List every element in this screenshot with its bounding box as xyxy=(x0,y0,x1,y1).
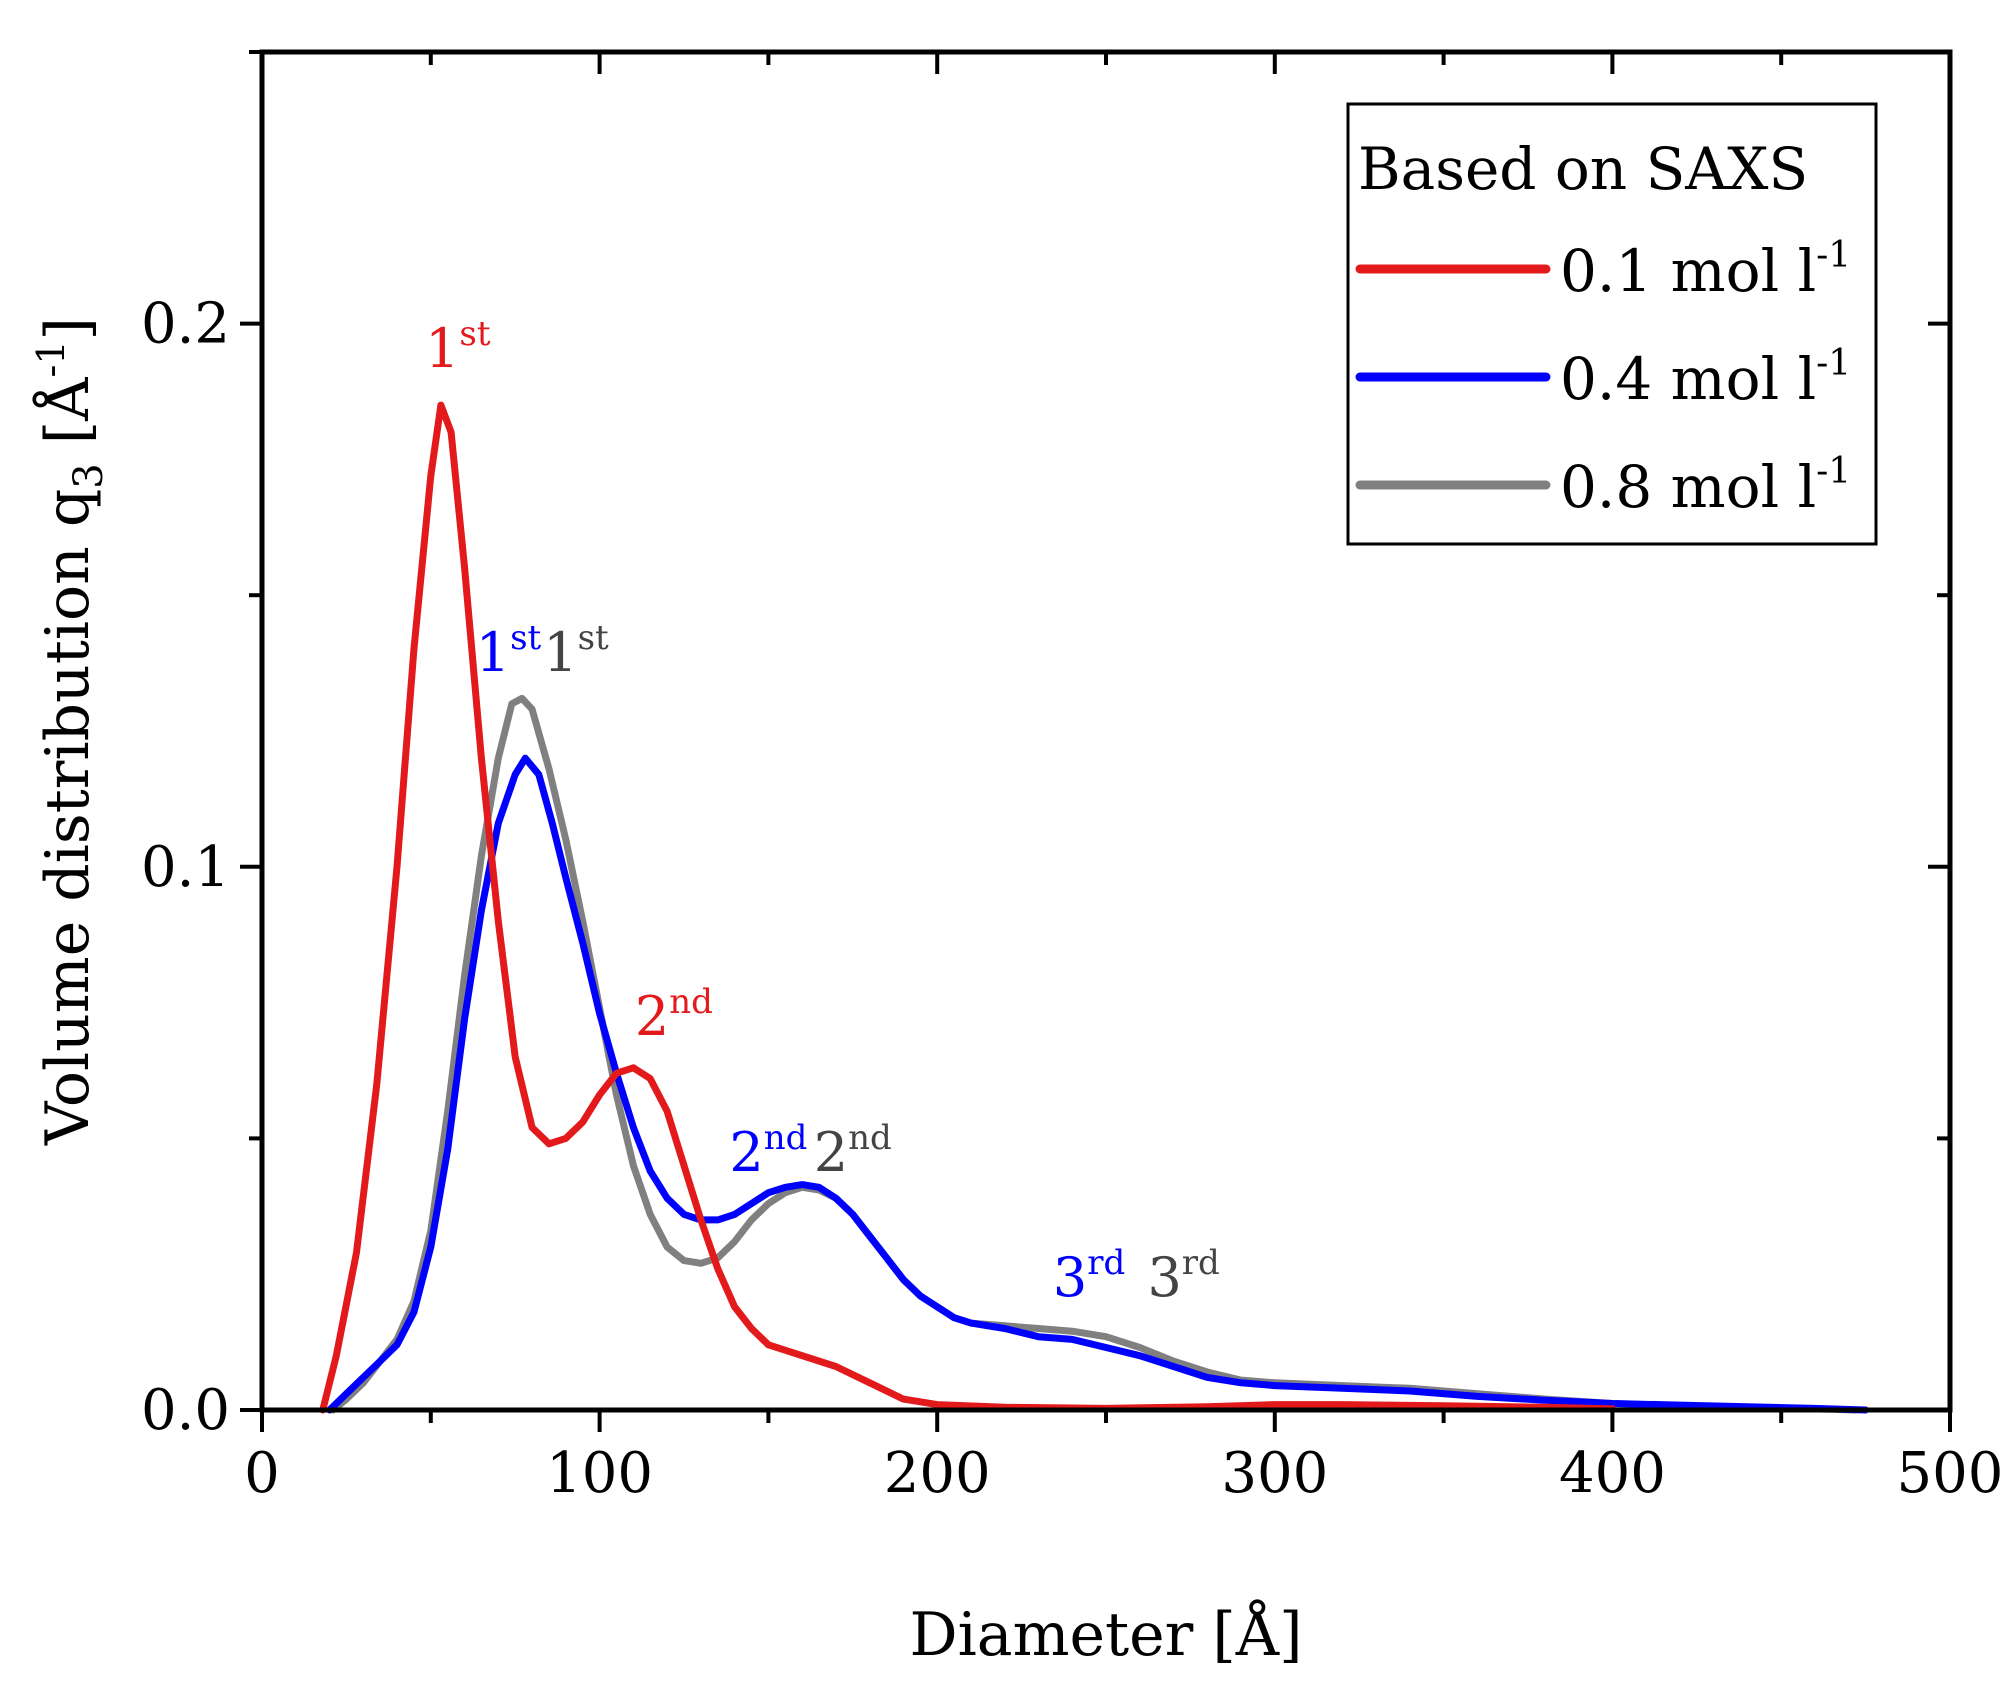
peak-label-3rd: 3rd xyxy=(1053,1243,1125,1309)
peak-label-ordinal: nd xyxy=(848,1118,892,1158)
x-tick-label: 0 xyxy=(244,1441,280,1506)
peak-label-2nd: 2nd xyxy=(814,1118,892,1184)
x-tick-label: 400 xyxy=(1559,1441,1666,1506)
peak-label-ordinal: st xyxy=(578,618,609,658)
y-axis-title: Volume distribution q3 [Å-1] xyxy=(29,317,112,1146)
x-tick-label: 500 xyxy=(1897,1441,2004,1506)
peak-label-ordinal: st xyxy=(459,314,490,354)
legend-entry-label: 0.4 mol l xyxy=(1560,345,1816,413)
peak-label-number: 3 xyxy=(1053,1246,1087,1309)
legend-entry-sup: -1 xyxy=(1816,451,1851,492)
peak-label-number: 2 xyxy=(635,985,669,1048)
legend-entry: 0.4 mol l-1 xyxy=(1560,343,1851,413)
peak-label-1st: 1st xyxy=(543,618,609,684)
peak-label-2nd: 2nd xyxy=(635,982,713,1048)
peak-label-ordinal: st xyxy=(510,618,541,658)
y-tick-label: 0.2 xyxy=(141,292,230,357)
legend-entry-sup: -1 xyxy=(1816,235,1851,276)
peak-label-ordinal: rd xyxy=(1087,1243,1125,1283)
series-line-0-4 xyxy=(326,754,1870,1414)
y-axis-title-unit-sup: -1 xyxy=(29,340,73,377)
peak-label-ordinal: nd xyxy=(764,1118,808,1158)
plot-area: 0 100 200 300 400 500 0.0 0.1 0.2 Diameter [Å] Vol… xyxy=(29,49,2004,1670)
legend-box xyxy=(1346,102,1878,546)
legend-entry-label: 0.1 mol l xyxy=(1560,237,1816,305)
y-axis-title-unit: [Å xyxy=(32,377,103,463)
peak-label-number: 1 xyxy=(425,317,459,380)
peak-label-ordinal: rd xyxy=(1182,1243,1220,1283)
y-axis-title-main: Volume distribution q xyxy=(33,489,103,1146)
x-tick-label: 200 xyxy=(884,1441,991,1506)
y-axis-title-unit-close: ] xyxy=(33,317,103,340)
x-tick-label: 100 xyxy=(546,1441,653,1506)
peak-label-1st: 1st xyxy=(476,618,542,684)
peak-label-number: 2 xyxy=(729,1121,763,1184)
series-line-0-1 xyxy=(319,401,1616,1414)
peak-label-number: 3 xyxy=(1147,1246,1181,1309)
y-tick-label: 0.1 xyxy=(141,835,230,900)
x-tick-label: 300 xyxy=(1221,1441,1328,1506)
legend-entry: 0.1 mol l-1 xyxy=(1560,235,1851,305)
y-tick-label: 0.0 xyxy=(141,1378,230,1443)
peak-label-ordinal: nd xyxy=(669,982,713,1022)
legend-entry-label: 0.8 mol l xyxy=(1560,453,1816,521)
x-axis-title: Diameter [Å] xyxy=(910,1599,1303,1670)
legend-entry: 0.8 mol l-1 xyxy=(1560,451,1851,521)
peak-label-2nd: 2nd xyxy=(729,1118,807,1184)
peak-label-number: 1 xyxy=(476,621,510,684)
legend-entry-sup: -1 xyxy=(1816,343,1851,384)
peak-label-number: 2 xyxy=(814,1121,848,1184)
series-line-0-8 xyxy=(329,694,1859,1414)
peak-label-3rd: 3rd xyxy=(1147,1243,1219,1309)
peak-label-number: 1 xyxy=(543,621,577,684)
legend-title: Based on SAXS xyxy=(1358,135,1808,203)
y-axis-title-subscript: 3 xyxy=(66,463,112,488)
peak-label-1st: 1st xyxy=(425,314,491,380)
